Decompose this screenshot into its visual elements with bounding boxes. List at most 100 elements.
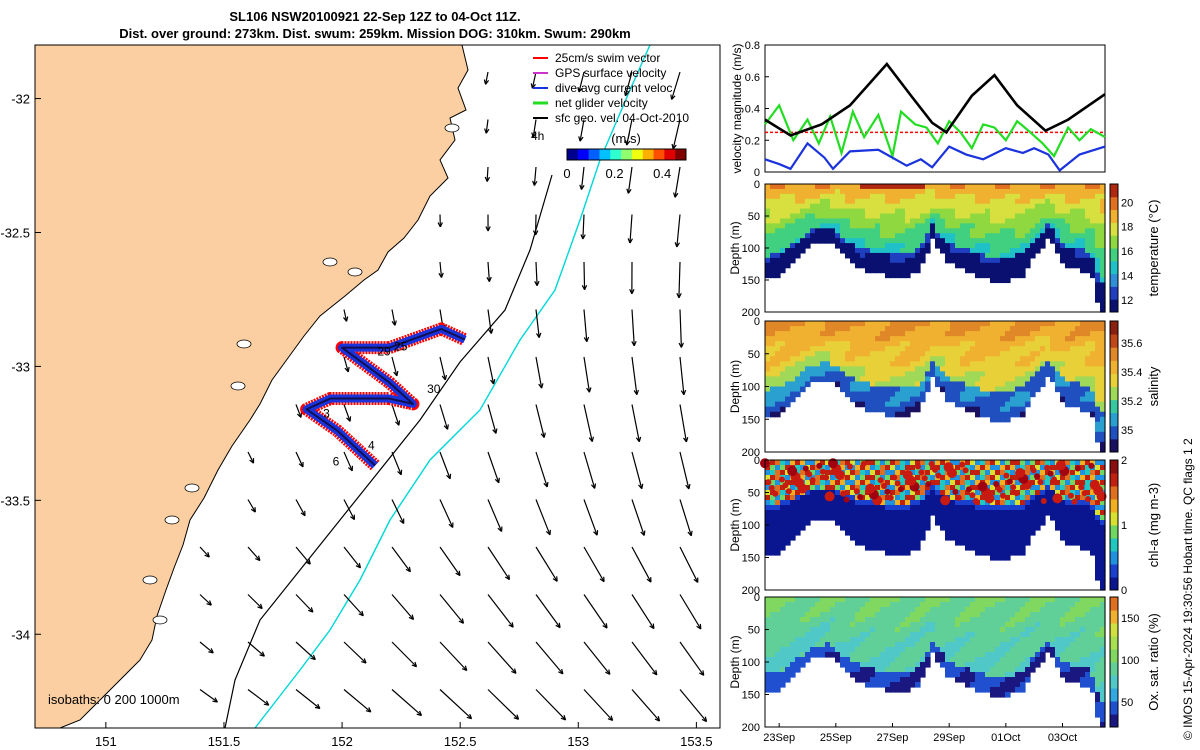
temperature-cell bbox=[945, 238, 951, 244]
chla-cell bbox=[915, 545, 921, 551]
temperature-cell bbox=[1070, 252, 1076, 259]
oxygen-cell bbox=[1025, 612, 1031, 618]
salinity-cell bbox=[1100, 416, 1106, 423]
oxygen-cell bbox=[940, 607, 946, 613]
chla-cell bbox=[1005, 545, 1011, 551]
salinity-cell bbox=[1000, 336, 1006, 342]
geo-velocity-arrowhead bbox=[494, 477, 500, 484]
salinity-cell bbox=[1065, 346, 1071, 352]
temperature-cell bbox=[1070, 223, 1076, 229]
geo-velocity-arrowhead bbox=[680, 389, 687, 396]
salinity-cell bbox=[880, 391, 886, 398]
chla-cell bbox=[985, 520, 991, 526]
oxygen-cell bbox=[990, 687, 996, 693]
oxygen-cell bbox=[825, 617, 831, 623]
chla-cell bbox=[895, 540, 901, 546]
temperature-cell bbox=[965, 257, 971, 264]
salinity-cell bbox=[765, 366, 771, 372]
salinity-cell bbox=[830, 341, 836, 347]
temperature-cell bbox=[935, 223, 941, 229]
salinity-cell bbox=[1030, 391, 1036, 398]
salinity-cell bbox=[925, 351, 931, 357]
oxygen-cell bbox=[975, 662, 981, 668]
oxygen-cell bbox=[795, 607, 801, 613]
salinity-cell bbox=[855, 356, 861, 362]
oxygen-cell bbox=[880, 612, 886, 618]
salinity-cell bbox=[1060, 346, 1066, 352]
oxygen-cell bbox=[790, 612, 796, 618]
chla-cell bbox=[840, 505, 846, 511]
oxygen-cell bbox=[910, 637, 916, 643]
salinity-cell bbox=[1010, 336, 1016, 342]
salinity-cell bbox=[895, 396, 901, 403]
geo-velocity-arrow bbox=[487, 499, 503, 532]
temperature-cell bbox=[1065, 213, 1071, 220]
salinity-cell bbox=[860, 376, 866, 383]
temperature-cell bbox=[965, 198, 971, 205]
oxygen-cell bbox=[925, 627, 931, 633]
salinity-cell bbox=[885, 366, 891, 372]
temperature-cell bbox=[1040, 203, 1046, 210]
oxygen-cell bbox=[980, 667, 986, 673]
salinity-cell bbox=[915, 321, 921, 327]
temperature-cell bbox=[960, 262, 966, 269]
temperature-cell bbox=[995, 198, 1001, 205]
oxygen-cell bbox=[955, 637, 961, 643]
salinity-cell bbox=[1000, 381, 1006, 388]
chla-cell bbox=[890, 540, 896, 546]
temperature-cell bbox=[885, 213, 891, 220]
salinity-cell bbox=[905, 376, 911, 383]
temperature-cell bbox=[765, 184, 771, 190]
salinity-cell bbox=[820, 346, 826, 352]
chla-cell bbox=[915, 540, 921, 546]
oxygen-cell bbox=[925, 647, 931, 653]
chla-cell bbox=[775, 545, 781, 551]
oxygen-cell bbox=[790, 657, 796, 663]
chla-cell bbox=[1035, 515, 1041, 521]
temperature-cell bbox=[980, 218, 986, 224]
chla-cell bbox=[770, 535, 776, 541]
temperature-cell bbox=[890, 252, 896, 259]
salinity-cell bbox=[975, 391, 981, 398]
salinity-cell bbox=[875, 326, 881, 332]
salinity-cell bbox=[1065, 331, 1071, 337]
oxygen-cell bbox=[830, 597, 836, 603]
oxygen-cell bbox=[875, 597, 881, 603]
chla-cell bbox=[830, 475, 836, 481]
chla-cell bbox=[1010, 515, 1016, 521]
temperature-cell bbox=[770, 193, 776, 200]
chla-cell bbox=[1020, 490, 1026, 496]
geo-velocity-arrowhead bbox=[508, 622, 514, 628]
salinity-cell bbox=[1000, 361, 1006, 367]
salinity-cell bbox=[770, 391, 776, 398]
chla-cell bbox=[850, 510, 856, 516]
salinity-cell bbox=[955, 321, 961, 327]
oxygen-cell bbox=[810, 647, 816, 653]
temperature-cell bbox=[790, 208, 796, 215]
temperature-cell bbox=[990, 223, 996, 229]
salinity-cell bbox=[830, 331, 836, 337]
chla-cell bbox=[1080, 530, 1086, 536]
chla-cell bbox=[850, 500, 856, 506]
chla-cell bbox=[1075, 530, 1081, 536]
temperature-cell bbox=[780, 257, 786, 264]
chla-cell bbox=[865, 500, 871, 506]
oxygen-cell bbox=[905, 682, 911, 688]
chla-cell bbox=[920, 515, 926, 521]
chla-cell bbox=[970, 525, 976, 531]
oxygen-cell bbox=[890, 677, 896, 683]
chla-cell bbox=[985, 470, 991, 476]
salinity-cell bbox=[935, 356, 941, 362]
chla-cell bbox=[815, 475, 821, 481]
oxygen-cell bbox=[930, 607, 936, 613]
temperature-cell bbox=[1045, 228, 1051, 234]
salinity-cell bbox=[770, 381, 776, 388]
chla-cell bbox=[985, 535, 991, 541]
chla-cell bbox=[925, 475, 931, 481]
chla-cell bbox=[780, 495, 786, 501]
salinity-cell bbox=[1080, 356, 1086, 362]
chla-cell bbox=[1040, 470, 1046, 476]
chla-cell bbox=[920, 500, 926, 506]
oxygen-cell bbox=[1000, 647, 1006, 653]
salinity-cell bbox=[845, 346, 851, 352]
